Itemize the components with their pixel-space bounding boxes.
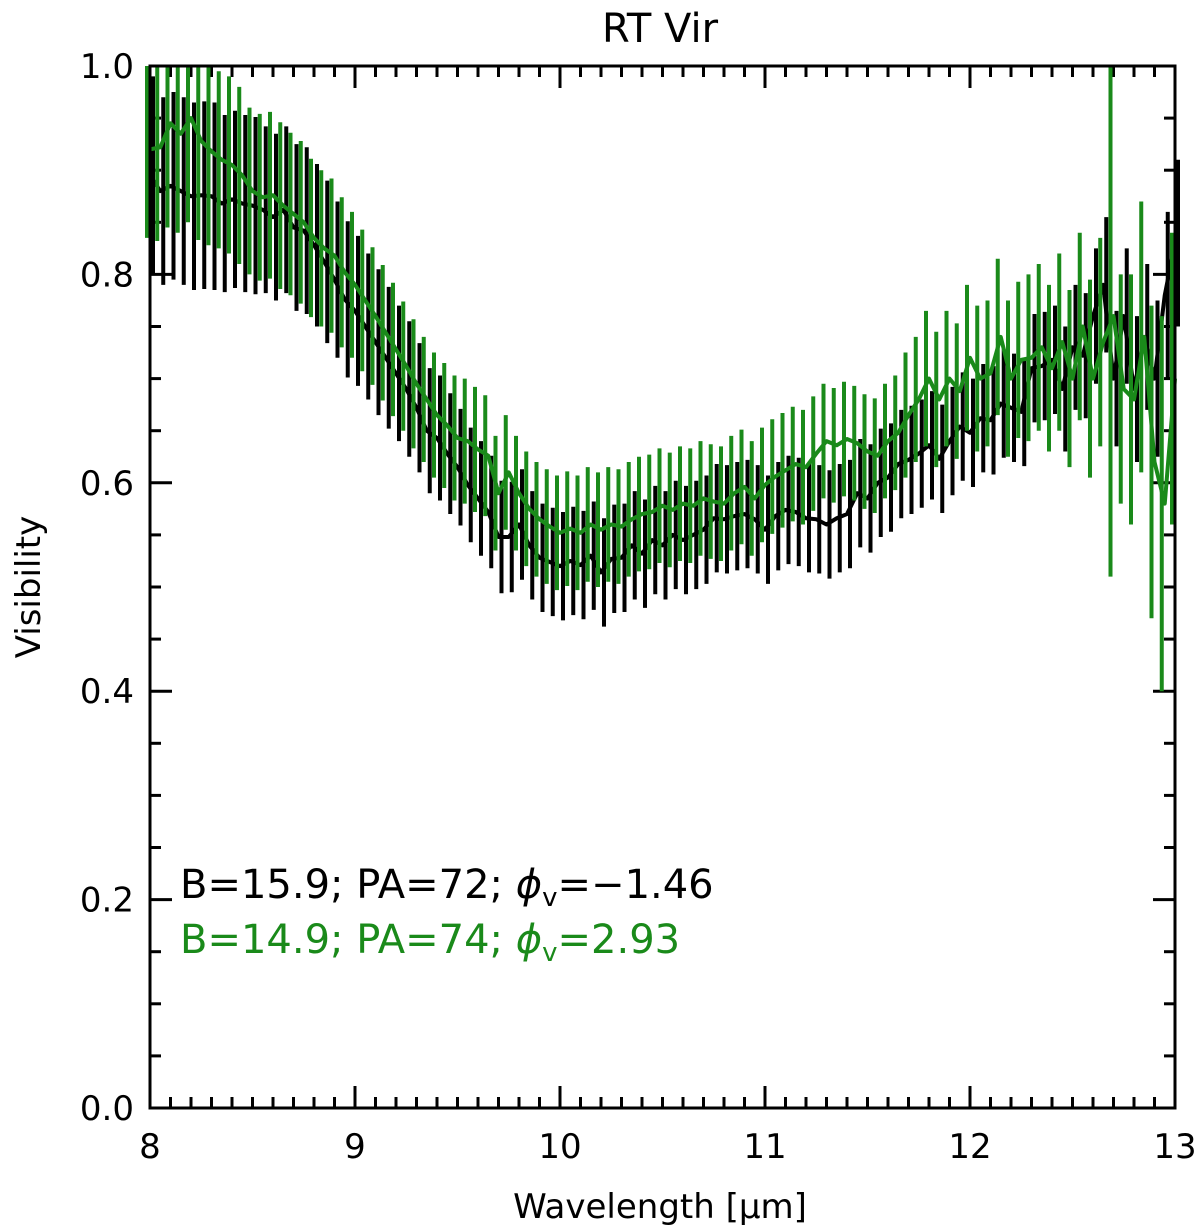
legend-green-value: =2.93: [558, 917, 681, 963]
series-1: [145, 66, 1177, 692]
series-line: [149, 116, 1177, 535]
series-layer: [145, 66, 1180, 692]
chart-title: RT Vir: [602, 6, 719, 52]
y-tick-label: 0.6: [80, 464, 134, 504]
x-axis-label: Wavelength [μm]: [513, 1187, 807, 1227]
y-tick-label: 0.0: [80, 1089, 134, 1129]
legend: B=15.9; PA=72; ϕv=−1.46 B=14.9; PA=74; ϕ…: [180, 862, 714, 968]
y-tick-label: 0.8: [80, 255, 134, 295]
y-tick-label: 0.2: [80, 881, 134, 921]
series-0: [148, 76, 1180, 627]
legend-entry-black: B=15.9; PA=72; ϕv=−1.46: [180, 862, 714, 913]
legend-green-text: B=14.9; PA=74;: [180, 917, 516, 963]
x-tick-label: 11: [743, 1127, 786, 1167]
legend-black-phi: ϕ: [516, 862, 542, 908]
x-tick-label: 9: [344, 1127, 366, 1167]
x-tick-label: 10: [538, 1127, 581, 1167]
series-line: [148, 174, 1177, 575]
x-tick-label: 13: [1153, 1127, 1196, 1167]
plot-frame: [148, 64, 1177, 1110]
y-tick-label: 1.0: [80, 47, 134, 87]
legend-green-phi: ϕ: [516, 917, 542, 963]
x-tick-labels: 8 9 10 11 12 13: [139, 1127, 1196, 1167]
y-tick-label: 0.4: [80, 672, 134, 712]
legend-green-sub: v: [542, 938, 557, 968]
x-tick-label: 8: [139, 1127, 161, 1167]
legend-black-sub: v: [542, 883, 557, 913]
legend-entry-green: B=14.9; PA=74; ϕv=2.93: [180, 917, 680, 968]
legend-black-value: =−1.46: [558, 862, 714, 908]
legend-black-text: B=15.9; PA=72;: [180, 862, 516, 908]
y-tick-labels: 0.0 0.2 0.4 0.6 0.8 1.0: [80, 47, 134, 1129]
y-axis-label: Visibility: [9, 516, 49, 659]
x-tick-label: 12: [948, 1127, 991, 1167]
